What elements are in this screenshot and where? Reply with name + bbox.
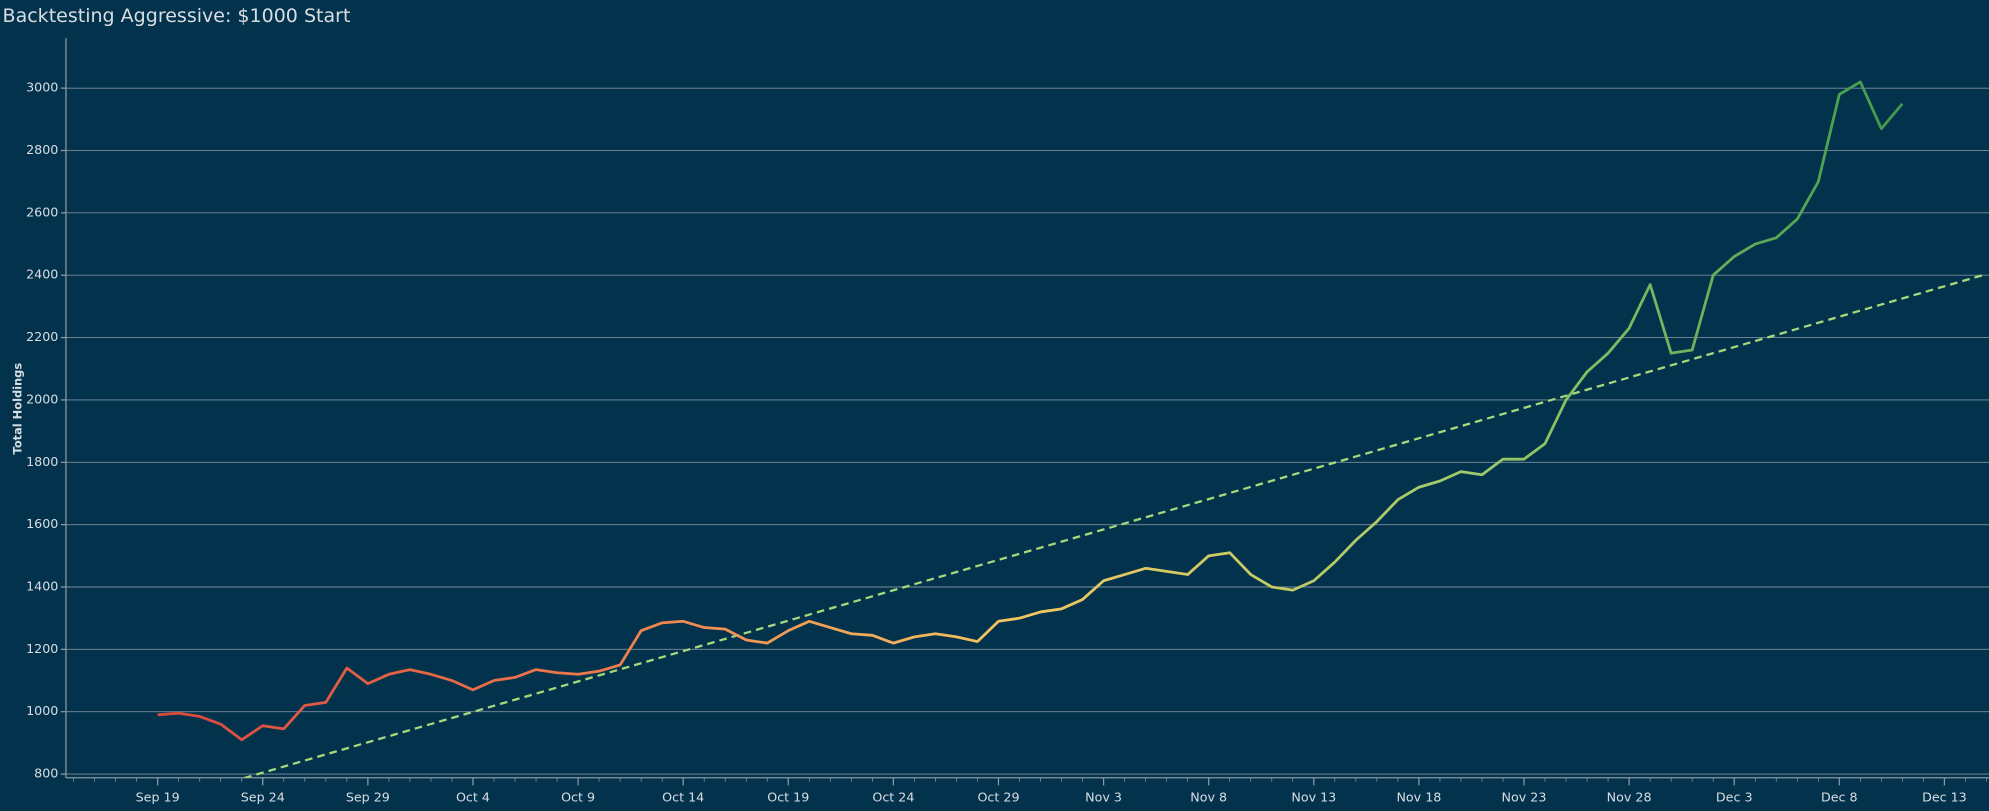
- x-tick-label: Oct 14: [662, 790, 704, 805]
- x-tick-label: Nov 3: [1085, 790, 1122, 805]
- x-tick-label: Dec 8: [1821, 790, 1858, 805]
- y-tick-label: 2800: [26, 142, 58, 157]
- y-tick-label: 2600: [26, 204, 58, 219]
- y-tick-label: 1200: [26, 641, 58, 656]
- y-tick-label: 2200: [26, 329, 58, 344]
- x-tick-label: Dec 13: [1922, 790, 1967, 805]
- x-tick-label: Dec 3: [1716, 790, 1753, 805]
- x-tick-label: Oct 4: [456, 790, 490, 805]
- x-tick-label: Nov 23: [1502, 790, 1547, 805]
- x-tick-label: Oct 19: [767, 790, 809, 805]
- x-tick-label: Oct 24: [872, 790, 914, 805]
- x-tick-label: Oct 29: [977, 790, 1019, 805]
- x-tick-label: Sep 29: [346, 790, 390, 805]
- x-tick-label: Nov 18: [1396, 790, 1441, 805]
- x-tick-label: Nov 13: [1291, 790, 1336, 805]
- y-tick-label: 800: [34, 766, 58, 781]
- y-tick-label: 3000: [26, 80, 58, 95]
- y-axis-label: Total Holdings: [10, 363, 24, 455]
- trend-line: [240, 273, 1987, 778]
- y-tick-label: 1800: [26, 454, 58, 469]
- x-tick-label: Sep 24: [241, 790, 285, 805]
- chart-title: Backtesting Aggressive: $1000 Start: [3, 5, 351, 27]
- y-tick-label: 1400: [26, 578, 58, 593]
- y-tick-label: 2400: [26, 267, 58, 282]
- y-tick-label: 1000: [26, 703, 58, 718]
- x-tick-label: Sep 19: [136, 790, 180, 805]
- y-tick-label: 2000: [26, 391, 58, 406]
- x-tick-label: Nov 28: [1607, 790, 1652, 805]
- holdings-line: [157, 80, 1904, 742]
- y-tick-label: 1600: [26, 516, 58, 531]
- x-tick-label: Nov 8: [1190, 790, 1227, 805]
- x-tick-label: Oct 9: [561, 790, 595, 805]
